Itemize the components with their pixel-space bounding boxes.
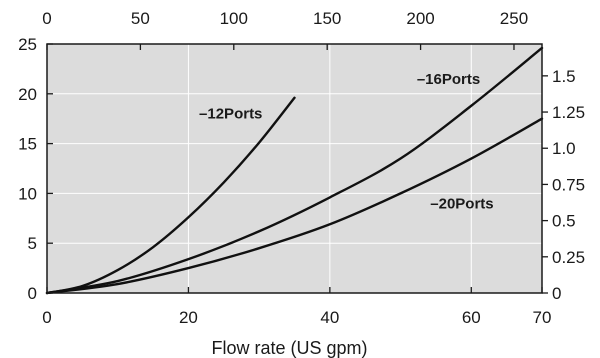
grid-lines — [47, 44, 542, 293]
y-left-tick-label: 0 — [28, 284, 37, 303]
y-right-tick-label: 0.25 — [552, 248, 585, 267]
x-bottom-tick-label: 70 — [533, 308, 552, 327]
x-top-tick-label: 50 — [131, 9, 150, 28]
y-axis-right: 0 0.25 0.5 0.75 1.0 1.25 1.5 — [542, 67, 585, 303]
y-left-tick-label: 15 — [18, 135, 37, 154]
series-line-12ports — [45, 96, 296, 295]
y-left-tick-label: 25 — [18, 35, 37, 54]
series-label-16ports: –16Ports — [417, 71, 480, 88]
plot-frame — [46, 43, 543, 294]
plot-area — [47, 44, 542, 293]
y-right-tick-label: 1.0 — [552, 139, 576, 158]
x-top-tick-label: 150 — [313, 9, 341, 28]
x-top-tick-label: 250 — [500, 9, 528, 28]
series-line-20ports — [45, 117, 544, 295]
x-bottom-tick-label: 20 — [179, 308, 198, 327]
series-labels: –12Ports –16Ports –20Ports — [199, 71, 494, 213]
x-bottom-tick-label: 40 — [320, 308, 339, 327]
x-axis-bottom: 0 20 40 60 70 — [42, 287, 551, 327]
y-left-tick-label: 10 — [18, 184, 37, 203]
x-top-tick-label: 0 — [42, 9, 51, 28]
y-right-tick-label: 1.25 — [552, 103, 585, 122]
x-top-tick-label: 200 — [406, 9, 434, 28]
x-bottom-tick-label: 0 — [42, 308, 51, 327]
y-axis-left: 0 5 10 15 20 25 — [18, 35, 53, 303]
series-label-12ports: –12Ports — [199, 106, 262, 123]
series-lines — [45, 46, 544, 295]
x-axis-top: 0 50 100 150 200 250 — [42, 9, 528, 50]
x-axis-title: Flow rate (US gpm) — [211, 338, 367, 358]
y-right-tick-label: 0 — [552, 284, 561, 303]
series-line-16ports — [45, 46, 544, 295]
y-right-tick-label: 0.75 — [552, 175, 585, 194]
series-label-20ports: –20Ports — [430, 195, 493, 212]
y-right-tick-label: 1.5 — [552, 67, 576, 86]
y-left-tick-label: 5 — [28, 234, 37, 253]
y-left-tick-label: 20 — [18, 85, 37, 104]
x-top-tick-label: 100 — [220, 9, 248, 28]
x-bottom-tick-label: 60 — [462, 308, 481, 327]
y-right-tick-label: 0.5 — [552, 212, 576, 231]
